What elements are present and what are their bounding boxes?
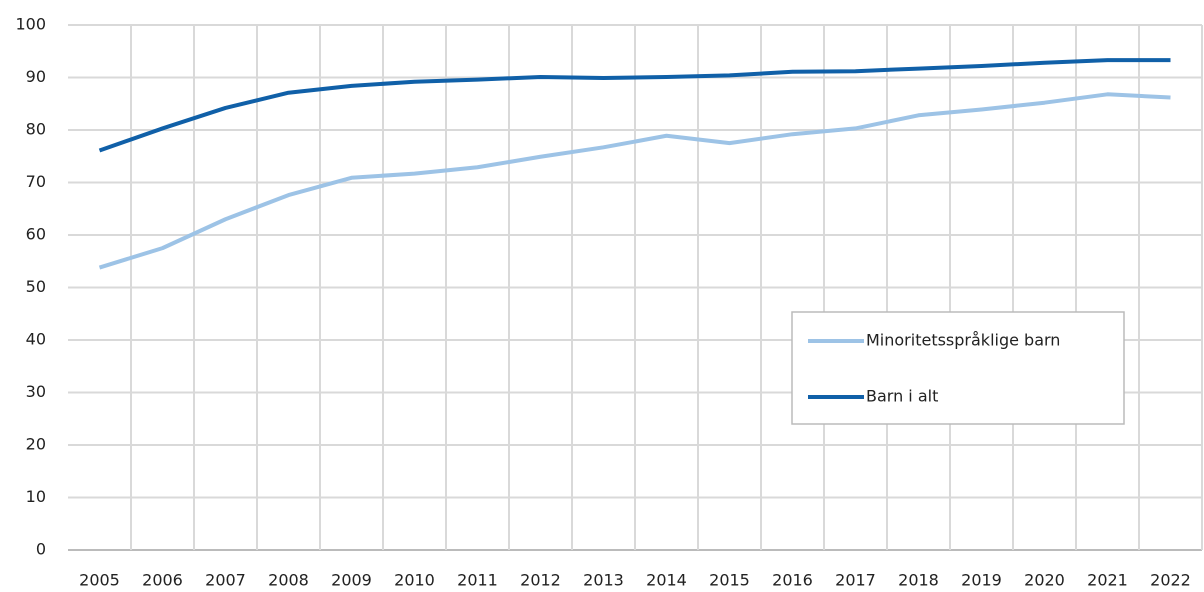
x-tick-label: 2010 [394, 571, 435, 590]
x-tick-label: 2020 [1024, 571, 1065, 590]
y-tick-label: 50 [26, 277, 46, 296]
x-tick-label: 2012 [520, 571, 561, 590]
y-tick-label: 60 [26, 225, 46, 244]
x-tick-label: 2015 [709, 571, 750, 590]
x-tick-label: 2022 [1150, 571, 1191, 590]
legend-label: Barn i alt [866, 387, 938, 406]
x-tick-label: 2011 [457, 571, 498, 590]
x-tick-label: 2005 [79, 571, 120, 590]
y-tick-label: 80 [26, 120, 46, 139]
x-tick-label: 2017 [835, 571, 876, 590]
y-tick-label: 100 [15, 15, 46, 34]
line-series [98, 58, 1171, 153]
x-tick-label: 2018 [898, 571, 939, 590]
x-tick-label: 2013 [583, 571, 624, 590]
x-tick-label: 2014 [646, 571, 687, 590]
legend-box [791, 311, 1125, 425]
x-tick-label: 2021 [1087, 571, 1128, 590]
x-tick-label: 2016 [772, 571, 813, 590]
line-series [98, 92, 1171, 270]
y-tick-label: 30 [26, 382, 46, 401]
x-tick-label: 2008 [268, 571, 309, 590]
x-tick-label: 2019 [961, 571, 1002, 590]
y-tick-label: 0 [36, 540, 46, 559]
y-tick-label: 10 [26, 487, 46, 506]
y-tick-label: 20 [26, 435, 46, 454]
legend-label: Minoritetsspråklige barn [866, 331, 1060, 350]
x-tick-label: 2009 [331, 571, 372, 590]
x-tick-label: 2007 [205, 571, 246, 590]
y-tick-label: 40 [26, 330, 46, 349]
y-tick-label: 70 [26, 172, 46, 191]
x-tick-label: 2006 [142, 571, 183, 590]
y-tick-label: 90 [26, 67, 46, 86]
